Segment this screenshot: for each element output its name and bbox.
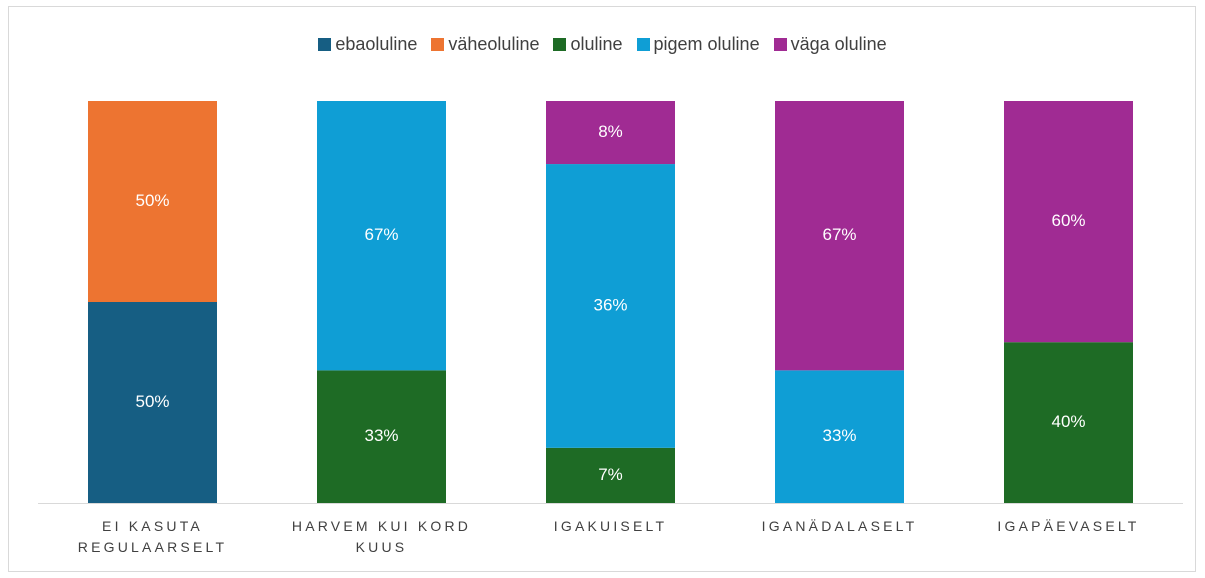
x-tick-label: IGAPÄEVASELT [997,518,1140,534]
data-label: 67% [822,225,856,244]
legend-swatch [431,38,445,51]
legend-label: ebaoluline [335,34,418,54]
data-label: 67% [364,225,398,244]
legend-item: ebaoluline [318,34,417,55]
data-label: 8% [598,122,623,141]
x-tick-label: EI KASUTA REGULAARSELT [77,518,228,555]
data-label: 7% [598,465,623,484]
x-tick-label: IGANÄDALASELT [761,518,918,534]
x-tick-label: IGAKUISELT [553,518,668,534]
bar-segment [546,447,675,503]
data-label: 50% [135,392,169,411]
bar-segment [88,302,217,503]
legend-item: pigem oluline [636,34,760,55]
bar-segment [1004,342,1133,503]
chart-frame [8,6,1196,572]
bar-segment [775,101,904,371]
bar-segment [317,101,446,371]
legend: ebaoluline väheoluline oluline pigem olulin… [0,34,1205,55]
legend-label: väheoluline [448,34,540,54]
bar-segment [1004,101,1133,343]
legend-item: väga oluline [773,34,887,55]
data-label: 60% [1051,211,1085,230]
legend-item: väheoluline [431,34,539,55]
legend-swatch [318,38,332,51]
data-label: 40% [1051,412,1085,431]
legend-item: oluline [553,34,623,55]
x-tick-label: HARVEM KUI KORD KUUS [291,518,472,555]
legend-swatch [553,38,567,51]
legend-label: väga oluline [790,34,887,54]
bar-segment [775,370,904,503]
data-label: 33% [364,426,398,445]
bar-segment [546,164,675,448]
legend-swatch [636,38,650,51]
legend-label: pigem oluline [653,34,760,54]
data-label: 33% [822,426,856,445]
bar-segment [546,101,675,165]
bar-segment [317,370,446,503]
data-label: 36% [593,295,627,314]
bar-segment [88,101,217,302]
legend-swatch [773,38,787,51]
data-label: 50% [135,191,169,210]
legend-label: oluline [570,34,623,54]
